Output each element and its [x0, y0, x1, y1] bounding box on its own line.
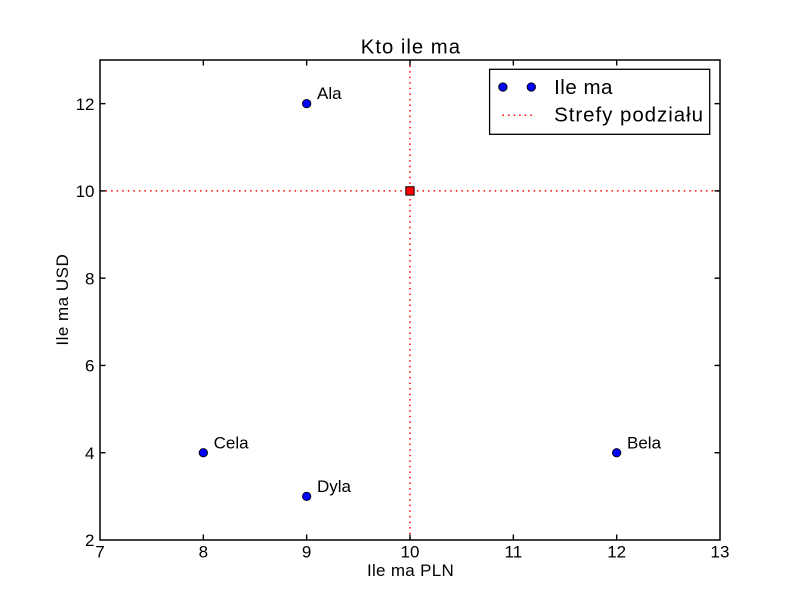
svg-text:12: 12	[607, 543, 626, 562]
svg-text:Strefy podziału: Strefy podziału	[554, 104, 704, 127]
svg-text:7: 7	[95, 543, 104, 562]
svg-text:Dyla: Dyla	[317, 477, 352, 496]
svg-text:Bela: Bela	[627, 433, 662, 452]
svg-text:10: 10	[76, 182, 95, 201]
svg-text:4: 4	[85, 444, 94, 463]
svg-text:Ile ma: Ile ma	[554, 76, 613, 99]
svg-text:12: 12	[76, 95, 95, 114]
svg-text:8: 8	[85, 269, 94, 288]
svg-text:Ile ma PLN: Ile ma PLN	[367, 561, 454, 580]
svg-text:11: 11	[505, 543, 523, 562]
svg-text:13: 13	[711, 543, 730, 562]
svg-text:9: 9	[302, 543, 311, 562]
svg-text:Ile ma USD: Ile ma USD	[53, 254, 72, 346]
svg-text:6: 6	[85, 357, 94, 376]
svg-text:Kto ile ma: Kto ile ma	[361, 36, 461, 58]
svg-text:8: 8	[199, 543, 208, 562]
svg-text:2: 2	[85, 531, 94, 550]
svg-text:Cela: Cela	[214, 433, 250, 452]
svg-text:Ala: Ala	[317, 84, 342, 103]
svg-text:10: 10	[401, 543, 420, 562]
